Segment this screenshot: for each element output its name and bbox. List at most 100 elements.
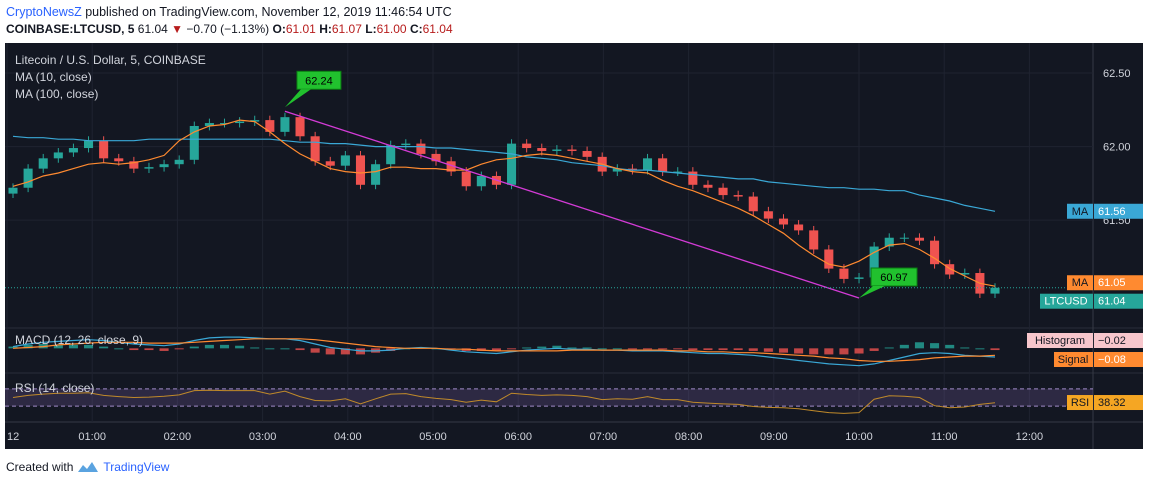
time-tick: 12	[7, 431, 19, 443]
candle-body	[899, 237, 909, 239]
candle-body	[839, 268, 849, 279]
ma100-badge-value: 61.56	[1098, 206, 1126, 218]
candle-body	[642, 158, 653, 171]
candle-body	[507, 143, 517, 185]
candle-body	[763, 211, 773, 219]
candle-body	[945, 264, 955, 275]
histogram-bar	[522, 347, 532, 349]
rsi-series	[12, 389, 996, 414]
histogram-bar	[295, 348, 305, 351]
low-annotation[interactable]: 60.97	[859, 267, 918, 299]
low-value: 61.00	[376, 22, 407, 36]
candle-body	[84, 140, 94, 149]
candle-body	[582, 150, 592, 157]
histogram-bar	[159, 348, 169, 351]
candle-body	[325, 161, 335, 166]
time-tick: 03:00	[249, 431, 277, 443]
time-tick: 08:00	[675, 431, 703, 443]
histogram-bar	[612, 348, 622, 350]
time-tick: 11:00	[931, 431, 958, 443]
histogram-bar	[839, 348, 849, 355]
histogram-bar	[8, 346, 18, 349]
histogram-bar	[219, 344, 230, 349]
footer-brand[interactable]: TradingView	[103, 460, 170, 474]
candle-body	[371, 164, 381, 185]
candle-body	[386, 145, 396, 165]
histogram-bar	[174, 348, 184, 350]
macd-label: MACD (12, 26, close, 9)	[15, 333, 143, 347]
histogram-bar	[23, 344, 33, 349]
candle-body	[8, 187, 18, 194]
legend-title: Litecoin / U.S. Dollar, 5, COINBASE	[15, 53, 206, 67]
histogram-bar	[68, 344, 78, 349]
candle-body	[688, 171, 698, 185]
histogram-bar	[718, 348, 728, 351]
candle-body	[295, 117, 305, 137]
time-tick: 10:00	[845, 431, 873, 443]
candle-body	[114, 158, 124, 162]
signal-badge: Signal −0.08	[1054, 352, 1143, 367]
histogram-badge-value-bg	[1094, 333, 1143, 348]
histogram-bar	[265, 348, 275, 350]
last-badge-value-bg	[1094, 293, 1143, 309]
down-arrow-icon: ▼	[171, 22, 184, 36]
high-annotation-pointer	[284, 89, 311, 108]
symbol-line: COINBASE:LTCUSD, 5 61.04 ▼ −0.70 (−1.13%…	[6, 22, 453, 36]
time-axis[interactable]: 12 01:00 02:00 03:00 04:00 05:00 06:00 07:00 08:…	[7, 431, 1043, 443]
publish-line: CryptoNewsZ published on TradingView.com…	[6, 5, 452, 19]
last-badge-label-bg	[1040, 293, 1093, 309]
chart-svg[interactable]: Litecoin / U.S. Dollar, 5, COINBASE MA (…	[5, 43, 1143, 449]
price-change: −0.70 (−1.13%)	[186, 22, 270, 36]
candle-body	[38, 158, 48, 169]
histogram-bar	[537, 346, 547, 349]
candle-body	[612, 168, 622, 172]
candle-body	[340, 155, 350, 166]
chart-area[interactable]: Litecoin / U.S. Dollar, 5, COINBASE MA (…	[5, 43, 1143, 449]
symbol-name: COINBASE:LTCUSD, 5	[6, 22, 135, 36]
last-badge-label: LTCUSD	[1044, 296, 1087, 308]
ma10-badge-label-bg	[1067, 275, 1093, 291]
signal-series	[12, 338, 996, 362]
candle-body	[219, 123, 230, 125]
candle-body	[446, 161, 456, 172]
trendline[interactable]	[284, 110, 860, 299]
histogram-badge-label: Histogram	[1035, 335, 1085, 347]
candle-body	[461, 171, 471, 187]
histogram-bar	[642, 348, 653, 350]
time-tick: 05:00	[419, 431, 447, 443]
candle-body	[265, 120, 275, 132]
histogram-bar	[53, 344, 63, 349]
low-annotation-label: 60.97	[880, 272, 908, 284]
candle-body	[144, 167, 154, 169]
low-annotation-box	[870, 267, 918, 287]
signal-badge-label-bg	[1054, 352, 1093, 367]
candle-body	[914, 237, 924, 241]
candle-body	[990, 287, 1000, 294]
histogram-bar	[552, 345, 562, 349]
candle-body	[718, 187, 728, 196]
brand-link[interactable]: CryptoNewsZ	[6, 5, 82, 19]
high-annotation-label: 62.24	[305, 75, 333, 87]
footer-created: Created with	[6, 460, 74, 474]
ma100-badge-label: MA	[1072, 206, 1089, 218]
histogram-bar	[280, 348, 290, 350]
histogram-bar	[869, 348, 879, 351]
histogram-bar	[975, 348, 985, 350]
histogram-bar	[84, 344, 94, 349]
high-label: H:	[319, 22, 332, 36]
ma100-badge: MA 61.56	[1067, 203, 1143, 219]
histogram-bar	[99, 346, 109, 349]
histogram-bar	[733, 348, 743, 351]
histogram-bar	[582, 347, 592, 349]
candle-body	[552, 149, 562, 151]
time-tick: 12:00	[1016, 431, 1044, 443]
histogram-bar	[778, 348, 789, 353]
price-axis[interactable]: 62.50 62.00 61.50	[1103, 68, 1131, 227]
histogram-bar	[507, 348, 517, 350]
high-annotation[interactable]: 62.24	[284, 70, 342, 108]
rsi-badge-value: 38.32	[1098, 397, 1126, 409]
candle-body	[627, 168, 637, 171]
ma10-badge-value: 61.05	[1098, 277, 1126, 289]
candle-body	[189, 125, 199, 160]
ma100-badge-value-bg	[1094, 203, 1143, 219]
